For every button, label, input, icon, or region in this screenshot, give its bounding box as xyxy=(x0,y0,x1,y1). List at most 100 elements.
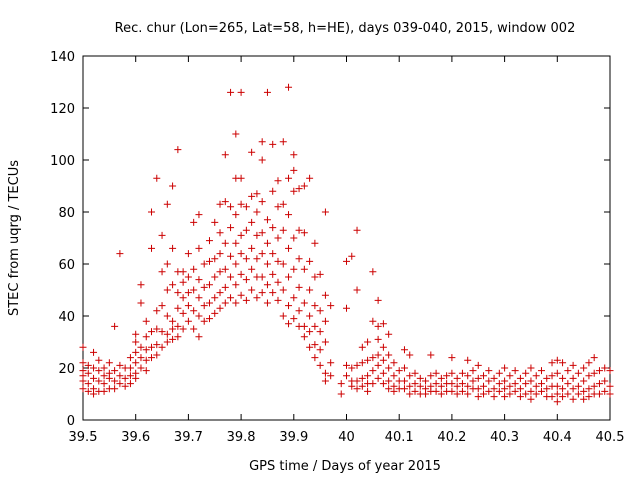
data-point xyxy=(237,250,245,258)
x-tick-label: 39.8 xyxy=(227,430,256,445)
data-point xyxy=(311,239,319,247)
data-point xyxy=(474,385,482,393)
data-point xyxy=(232,130,240,138)
data-point xyxy=(537,380,545,388)
data-point xyxy=(390,387,398,395)
data-point xyxy=(374,322,382,330)
data-point xyxy=(184,273,192,281)
data-point xyxy=(353,377,361,385)
data-point xyxy=(595,380,603,388)
data-point xyxy=(522,390,530,398)
data-point xyxy=(153,174,161,182)
data-point xyxy=(132,359,140,367)
data-point xyxy=(269,289,277,297)
data-point xyxy=(295,255,303,263)
x-tick-label: 40.3 xyxy=(490,430,519,445)
data-point xyxy=(395,367,403,375)
data-point xyxy=(137,364,145,372)
data-point xyxy=(585,385,593,393)
data-point xyxy=(200,283,208,291)
data-point xyxy=(501,377,509,385)
data-point xyxy=(348,252,356,260)
data-point xyxy=(232,299,240,307)
data-point xyxy=(574,390,582,398)
data-point xyxy=(205,257,213,265)
data-point xyxy=(458,380,466,388)
data-point xyxy=(263,299,271,307)
data-point xyxy=(290,187,298,195)
data-point xyxy=(227,88,235,96)
data-point xyxy=(132,338,140,346)
data-point xyxy=(321,291,329,299)
data-point xyxy=(311,341,319,349)
data-point xyxy=(126,380,134,388)
data-point xyxy=(205,281,213,289)
data-point xyxy=(559,393,567,401)
data-point xyxy=(169,182,177,190)
data-point xyxy=(190,265,198,273)
data-point xyxy=(606,390,614,398)
data-point xyxy=(111,377,119,385)
data-point xyxy=(527,377,535,385)
data-point xyxy=(422,390,430,398)
data-point xyxy=(316,270,324,278)
data-point xyxy=(369,268,377,276)
data-point xyxy=(580,364,588,372)
data-point xyxy=(242,255,250,263)
y-tick-labels: 0 20 40 60 80 100 120 140 xyxy=(50,50,75,429)
data-point xyxy=(179,325,187,333)
data-point xyxy=(300,299,308,307)
data-point xyxy=(295,226,303,234)
data-point xyxy=(158,302,166,310)
data-point xyxy=(179,294,187,302)
data-point xyxy=(100,380,108,388)
data-point xyxy=(532,372,540,380)
data-point xyxy=(480,372,488,380)
data-point xyxy=(163,286,171,294)
data-point xyxy=(390,359,398,367)
x-tick-label: 40.1 xyxy=(385,430,414,445)
data-point xyxy=(142,356,150,364)
data-point xyxy=(126,354,134,362)
data-point xyxy=(411,369,419,377)
data-point xyxy=(559,385,567,393)
data-point xyxy=(400,385,408,393)
data-point xyxy=(532,390,540,398)
data-point xyxy=(121,382,129,390)
data-point xyxy=(195,276,203,284)
data-point xyxy=(205,237,213,245)
data-point xyxy=(216,250,224,258)
y-tick-label: 100 xyxy=(50,154,75,169)
data-point xyxy=(316,361,324,369)
data-point xyxy=(148,208,156,216)
data-point xyxy=(353,226,361,234)
data-point xyxy=(163,312,171,320)
data-point xyxy=(358,382,366,390)
data-point xyxy=(364,387,372,395)
data-point xyxy=(343,257,350,265)
data-point xyxy=(369,354,377,362)
data-point xyxy=(595,367,603,375)
data-point xyxy=(237,174,245,182)
data-point xyxy=(290,315,298,323)
data-point xyxy=(501,364,509,372)
data-point xyxy=(511,387,519,395)
data-point xyxy=(211,309,219,317)
data-point xyxy=(490,385,498,393)
data-point xyxy=(590,369,598,377)
data-point xyxy=(274,296,282,304)
data-point xyxy=(132,330,140,338)
data-point xyxy=(116,372,124,380)
data-point xyxy=(90,390,98,398)
data-point xyxy=(490,374,498,382)
data-point xyxy=(495,387,503,395)
data-point xyxy=(232,260,240,268)
data-point xyxy=(274,203,282,211)
data-point xyxy=(274,257,282,265)
data-point xyxy=(516,374,524,382)
data-point xyxy=(216,289,224,297)
data-point xyxy=(253,190,261,198)
data-point xyxy=(290,151,298,159)
data-point xyxy=(464,372,472,380)
